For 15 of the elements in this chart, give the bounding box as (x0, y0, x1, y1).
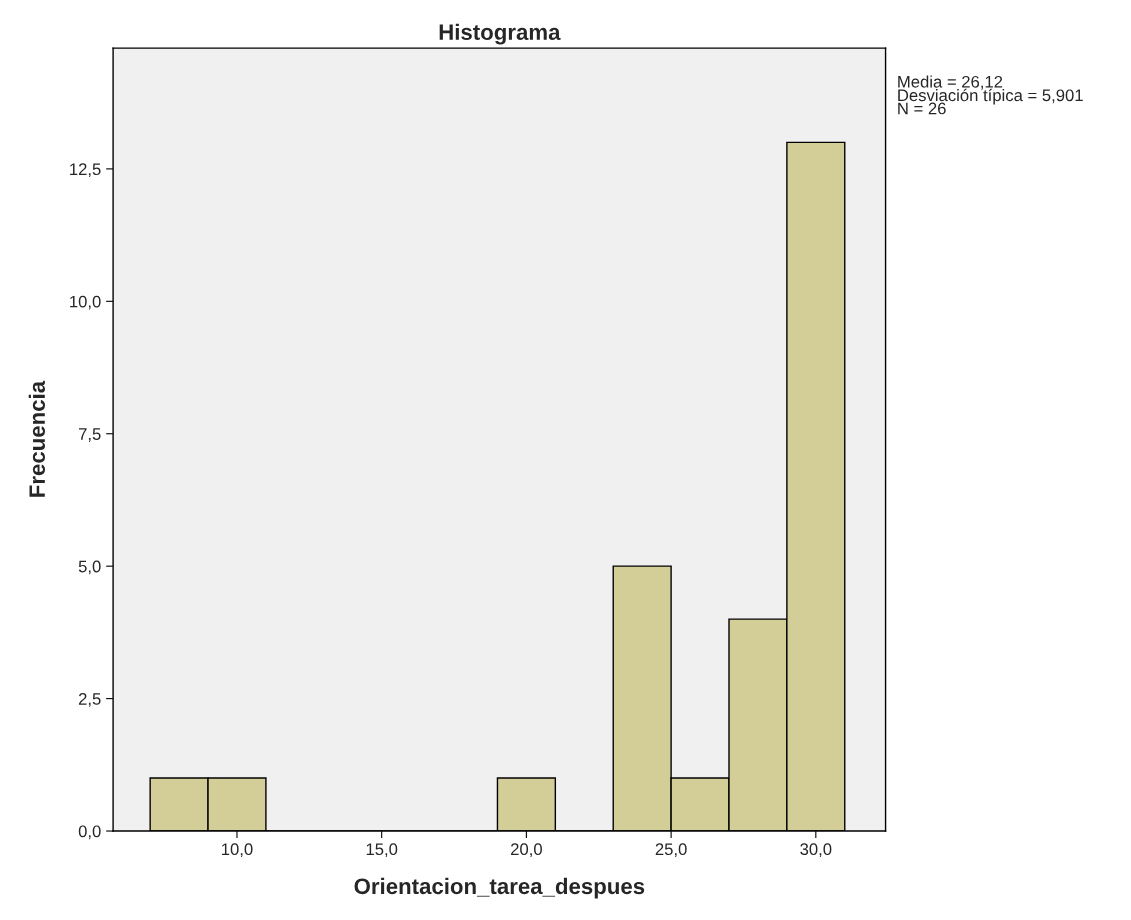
y-tick-label: 0,0 (78, 825, 101, 840)
x-tick-label: 25,0 (655, 843, 687, 858)
x-tick-label: 30,0 (800, 843, 832, 858)
x-tick-label: 10,0 (222, 843, 253, 858)
y-tick-label: 7,5 (78, 428, 101, 442)
y-tick-label: 12,5 (70, 163, 101, 178)
text: Media = 26,12 (898, 75, 1003, 90)
y-tick-label: 5,0 (78, 560, 101, 575)
chart-title: Histograma (439, 23, 561, 45)
x-tick-label: 20,0 (511, 843, 542, 858)
y-axis-title: Frecuencia (28, 380, 46, 497)
y-tick-label: 2,5 (78, 693, 101, 707)
x-axis-title: Orientacion_tarea_despues (354, 877, 645, 899)
x-tick-label: 15,0 (366, 843, 398, 858)
y-tick-label: 10,0 (70, 295, 101, 310)
